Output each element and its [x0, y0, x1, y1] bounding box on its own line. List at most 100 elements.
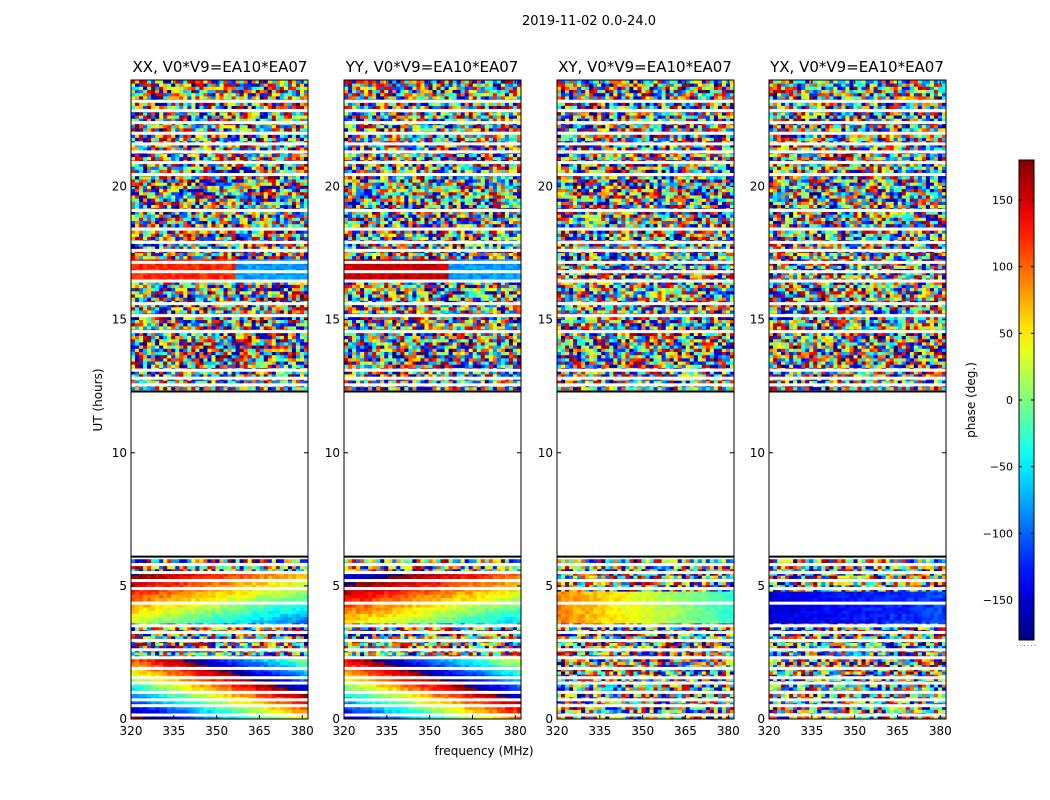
heatmap-cell — [211, 306, 216, 311]
heatmap-cell — [247, 386, 253, 391]
heatmap-cell — [259, 322, 265, 327]
heatmap-cell — [167, 354, 172, 359]
heatmap-cell — [139, 651, 144, 656]
heatmap-cell — [291, 568, 297, 573]
heatmap-cell — [163, 281, 168, 285]
heatmap-cell — [219, 664, 224, 669]
heatmap-cell — [135, 230, 140, 234]
heatmap-cell — [143, 223, 148, 228]
heatmap-cell — [275, 661, 281, 666]
heatmap-cell — [167, 687, 172, 691]
heatmap-cell — [263, 214, 269, 218]
heatmap-cell — [275, 594, 281, 598]
heatmap-cell — [155, 246, 160, 250]
heatmap-cell — [183, 198, 188, 202]
heatmap-cell — [291, 361, 297, 365]
heatmap-cell — [223, 354, 228, 359]
heatmap-cell — [163, 607, 168, 611]
heatmap-cell — [207, 373, 212, 378]
heatmap-cell — [299, 204, 305, 209]
heatmap-cell — [135, 341, 140, 346]
heatmap-cell — [271, 361, 277, 365]
heatmap-cell — [243, 645, 249, 650]
heatmap-cell — [295, 632, 301, 637]
heatmap-cell — [219, 246, 224, 250]
heatmap-cell — [183, 332, 188, 336]
heatmap-cell — [163, 575, 168, 579]
heatmap-cell — [207, 709, 212, 714]
heatmap-cell — [287, 223, 293, 228]
heatmap-cell — [211, 386, 216, 391]
heatmap-cell — [215, 635, 220, 640]
heatmap-cell — [211, 211, 216, 215]
heatmap-cell — [159, 683, 164, 688]
heatmap-cell — [135, 214, 140, 218]
heatmap-cell — [287, 233, 293, 237]
heatmap-cell — [187, 233, 192, 237]
heatmap-cell — [155, 341, 160, 346]
heatmap-cell — [255, 671, 261, 675]
heatmap-cell — [203, 306, 208, 311]
heatmap-cell — [131, 687, 136, 691]
heatmap-cell — [203, 303, 208, 308]
heatmap-cell — [199, 326, 204, 330]
heatmap-cell — [187, 635, 192, 640]
heatmap-cell — [175, 326, 180, 330]
heatmap-cell — [271, 223, 277, 228]
heatmap-cell — [175, 351, 180, 356]
heatmap-cell — [167, 233, 172, 237]
heatmap-cell — [195, 594, 200, 598]
heatmap-cell — [299, 322, 305, 327]
heatmap-cell — [263, 262, 269, 266]
heatmap-cell — [239, 373, 245, 378]
heatmap-cell — [131, 258, 136, 263]
heatmap-cell — [255, 373, 261, 378]
heatmap-cell — [291, 651, 297, 656]
heatmap-cell — [143, 255, 148, 260]
heatmap-cell — [231, 204, 236, 209]
heatmap-cell — [171, 233, 176, 237]
heatmap-cell — [255, 364, 261, 368]
heatmap-cell — [147, 351, 152, 356]
heatmap-cell — [207, 568, 212, 573]
heatmap-cell — [163, 242, 168, 247]
heatmap-cell — [283, 699, 289, 704]
heatmap-cell — [271, 364, 277, 368]
heatmap-cell — [195, 610, 200, 614]
heatmap-cell — [271, 632, 277, 637]
heatmap-cell — [171, 357, 176, 362]
heatmap-cell — [163, 613, 168, 618]
heatmap-cell — [235, 233, 241, 237]
heatmap-cell — [271, 671, 277, 675]
heatmap-cell — [235, 658, 241, 662]
heatmap-cell — [135, 610, 140, 614]
heatmap-cell — [199, 303, 204, 308]
heatmap-cell — [171, 651, 176, 656]
heatmap-cell — [175, 591, 180, 595]
heatmap-cell — [191, 223, 196, 228]
heatmap-cell — [203, 274, 208, 279]
heatmap-cell — [187, 380, 192, 384]
heatmap-cell — [211, 322, 216, 327]
heatmap-cell — [167, 671, 172, 675]
heatmap-cell — [155, 370, 160, 375]
heatmap-cell — [303, 565, 309, 570]
heatmap-cell — [215, 607, 220, 611]
heatmap-cell — [135, 591, 140, 595]
heatmap-cell — [299, 188, 305, 193]
heatmap-cell — [155, 348, 160, 352]
heatmap-cell — [299, 651, 305, 656]
heatmap-cell — [219, 319, 224, 324]
heatmap-cell — [199, 693, 204, 698]
heatmap-cell — [151, 316, 156, 321]
heatmap-cell — [143, 284, 148, 289]
heatmap-cell — [151, 658, 156, 662]
heatmap-cell — [179, 664, 184, 669]
heatmap-cell — [171, 223, 176, 228]
heatmap-cell — [175, 262, 180, 266]
heatmap-cell — [239, 204, 245, 209]
heatmap-cell — [235, 310, 241, 314]
heatmap-cell — [183, 591, 188, 595]
heatmap-cell — [195, 619, 200, 624]
heatmap-cell — [143, 306, 148, 311]
